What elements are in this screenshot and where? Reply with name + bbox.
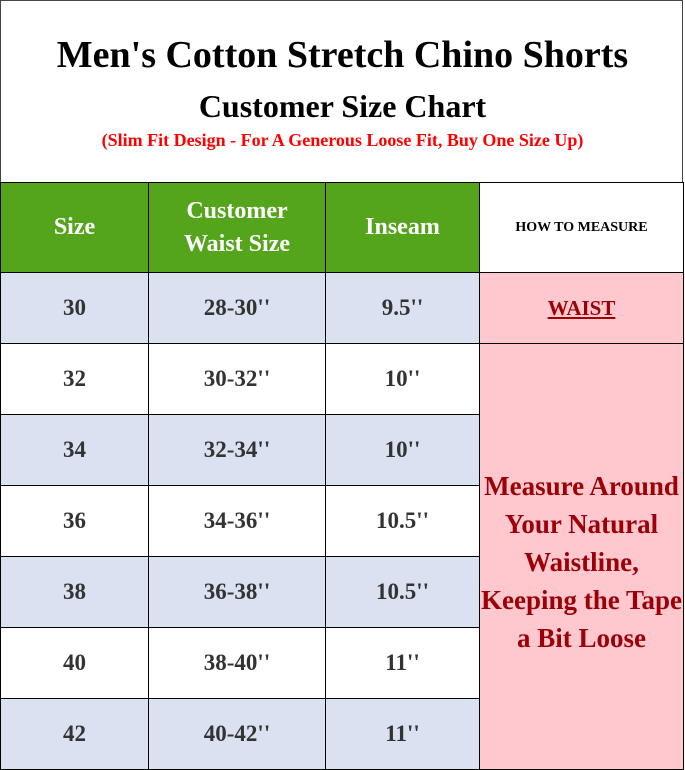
cell-inseam: 10'' — [325, 343, 480, 415]
cell-size: 42 — [0, 698, 149, 770]
table-row: 42 40-42'' 11'' — [0, 698, 684, 770]
cell-inseam: 10.5'' — [325, 556, 480, 628]
fit-note: (Slim Fit Design - For A Generous Loose … — [101, 130, 584, 150]
cell-waist: 40-42'' — [148, 698, 326, 770]
cell-inseam: 9.5'' — [325, 272, 480, 344]
header-waist: Customer Waist Size — [148, 182, 326, 273]
cell-waist: 34-36'' — [148, 485, 326, 557]
cell-waist: 38-40'' — [148, 627, 326, 699]
table-row: 30 28-30'' 9.5'' WAIST — [0, 272, 684, 344]
header-inseam: Inseam — [325, 182, 480, 273]
cell-waist: 32-34'' — [148, 414, 326, 486]
cell-inseam: 10'' — [325, 414, 480, 486]
header-size: Size — [0, 182, 149, 273]
table-row: 40 38-40'' 11'' — [0, 627, 684, 699]
cell-inseam: 11'' — [325, 627, 480, 699]
cell-waist: 28-30'' — [148, 272, 326, 344]
cell-waist: 36-38'' — [148, 556, 326, 628]
chart-subtitle: Customer Size Chart — [198, 88, 487, 124]
size-table: Size Customer Waist Size Inseam HOW TO ME… — [0, 182, 684, 770]
measure-label: WAIST — [479, 272, 684, 344]
cell-size: 34 — [0, 414, 149, 486]
cell-size: 40 — [0, 627, 149, 699]
header-how-to-measure: HOW TO MEASURE — [479, 182, 684, 273]
cell-size: 32 — [0, 343, 149, 415]
cell-waist: 30-32'' — [148, 343, 326, 415]
cell-size: 38 — [0, 556, 149, 628]
cell-size: 36 — [0, 485, 149, 557]
cell-size: 30 — [0, 272, 149, 344]
cell-inseam: 10.5'' — [325, 485, 480, 557]
header-waist-line2: Waist Size — [184, 230, 290, 257]
measure-instructions: Measure Around Your Natural Waistline, K… — [479, 343, 684, 770]
chart-title: Men's Cotton Stretch Chino Shorts — [56, 34, 629, 76]
header-waist-line1: Customer — [186, 197, 288, 224]
cell-inseam: 11'' — [325, 698, 480, 770]
table-row: 38 36-38'' 10.5'' — [0, 556, 684, 628]
table-row: 32 30-32'' 10'' Measure Around Your Natural… — [0, 343, 684, 770]
header-row: Size Customer Waist Size Inseam HOW TO ME… — [0, 182, 684, 273]
